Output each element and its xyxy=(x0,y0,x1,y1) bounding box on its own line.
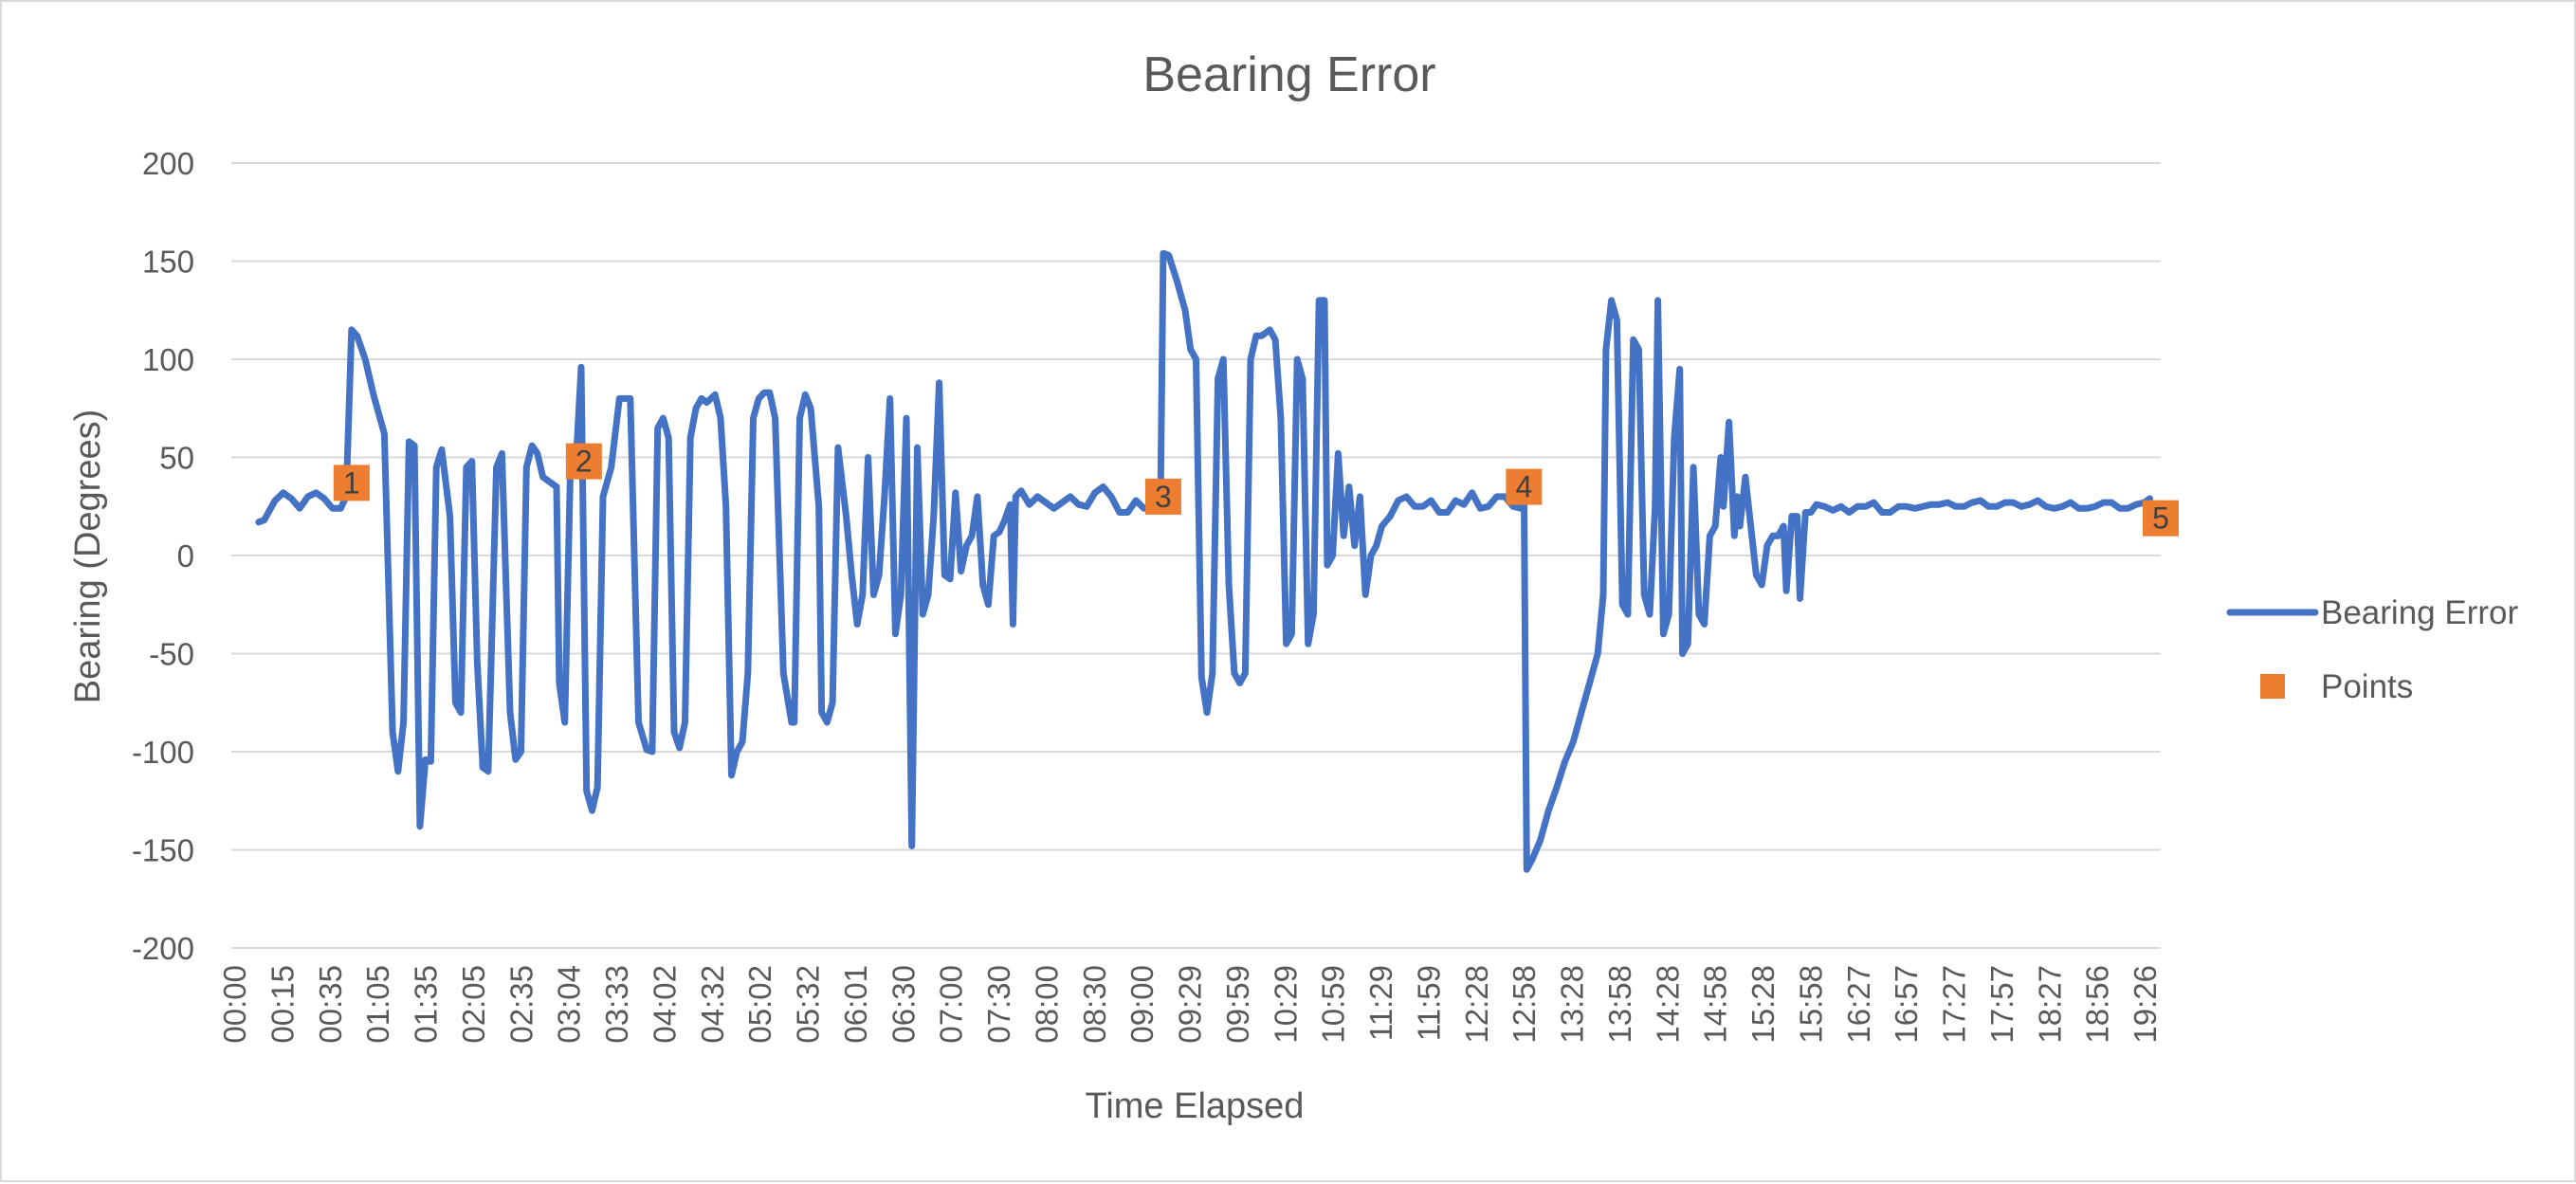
legend-label-bearing-error: Bearing Error xyxy=(2321,594,2518,631)
x-tick-label: 12:28 xyxy=(1459,965,1494,1044)
x-tick-label: 04:32 xyxy=(695,965,730,1044)
x-tick-label: 18:56 xyxy=(2080,965,2115,1044)
x-tick-label: 06:01 xyxy=(838,965,873,1044)
x-tick-label: 08:00 xyxy=(1029,965,1064,1044)
x-tick-label: 03:33 xyxy=(599,965,634,1044)
point-label: 4 xyxy=(1515,470,1532,504)
x-tick-label: 04:02 xyxy=(647,965,682,1044)
legend-label-points: Points xyxy=(2321,668,2413,705)
y-axis-title: Bearing (Degrees) xyxy=(68,410,108,703)
x-tick-label: 05:32 xyxy=(791,965,826,1044)
x-tick-label: 00:35 xyxy=(313,965,348,1044)
x-tick-label: 03:04 xyxy=(552,965,587,1044)
x-axis-ticks: 00:00 00:15 00:35 01:05 01:35 02:05 02:35 03:04… xyxy=(217,965,2163,1044)
x-tick-label: 14:28 xyxy=(1650,965,1685,1044)
y-tick-label: 100 xyxy=(142,342,194,377)
point-label: 2 xyxy=(575,445,593,479)
x-tick-label: 11:29 xyxy=(1363,965,1398,1041)
y-tick-label: -200 xyxy=(132,931,194,966)
x-tick-label: 07:30 xyxy=(981,965,1016,1044)
x-tick-label: 08:30 xyxy=(1077,965,1112,1044)
x-tick-label: 09:00 xyxy=(1124,965,1160,1044)
point-marker xyxy=(333,464,370,501)
y-axis-ticks: 200 150 100 50 0 -50 -100 -150 -200 xyxy=(132,146,194,966)
x-tick-label: 13:58 xyxy=(1602,965,1637,1044)
x-tick-label: 11:59 xyxy=(1411,965,1446,1041)
x-tick-label: 00:15 xyxy=(265,965,300,1044)
x-tick-label: 19:26 xyxy=(2128,965,2163,1044)
point-marker xyxy=(1144,478,1181,515)
gridlines xyxy=(231,162,2161,949)
x-tick-label: 17:57 xyxy=(1984,965,2019,1044)
legend: Bearing Error Points xyxy=(2226,594,2518,705)
y-tick-label: 200 xyxy=(142,146,194,181)
series-line-bearing-error xyxy=(255,249,2153,873)
x-tick-label: 01:35 xyxy=(409,965,444,1044)
y-tick-label: 50 xyxy=(159,441,194,476)
x-tick-label: 00:00 xyxy=(217,965,252,1044)
x-tick-label: 15:28 xyxy=(1745,965,1781,1044)
x-tick-label: 18:27 xyxy=(2032,965,2067,1044)
x-tick-label: 15:58 xyxy=(1793,965,1828,1044)
point-label: 3 xyxy=(1155,480,1172,514)
x-axis-title: Time Elapsed xyxy=(1086,1086,1305,1126)
y-tick-label: -50 xyxy=(149,637,194,672)
x-tick-label: 07:00 xyxy=(934,965,969,1044)
x-tick-label: 01:05 xyxy=(360,965,395,1044)
x-tick-label: 16:27 xyxy=(1841,965,1876,1044)
x-tick-label: 06:30 xyxy=(886,965,921,1044)
chart-title: Bearing Error xyxy=(1142,47,1435,102)
x-tick-label: 02:05 xyxy=(456,965,491,1044)
x-tick-label: 14:58 xyxy=(1698,965,1733,1044)
plot-area: 1 2 3 4 5 xyxy=(255,249,2179,873)
y-tick-label: -150 xyxy=(132,833,194,868)
x-tick-label: 09:59 xyxy=(1220,965,1255,1044)
y-tick-label: 0 xyxy=(177,538,194,574)
point-label: 1 xyxy=(343,465,360,500)
x-tick-label: 02:35 xyxy=(503,965,539,1044)
x-tick-label: 05:02 xyxy=(742,965,777,1044)
x-tick-label: 12:58 xyxy=(1507,965,1542,1044)
y-tick-label: 150 xyxy=(142,245,194,280)
point-marker xyxy=(2143,500,2179,537)
x-tick-label: 13:28 xyxy=(1555,965,1590,1044)
x-tick-label: 10:59 xyxy=(1316,965,1351,1044)
x-tick-label: 10:29 xyxy=(1268,965,1303,1044)
x-tick-label: 16:57 xyxy=(1889,965,1924,1044)
legend-marker-points xyxy=(2260,674,2285,699)
point-marker xyxy=(565,443,602,480)
point-marker xyxy=(1506,468,1543,505)
point-label: 5 xyxy=(2152,501,2169,536)
y-tick-label: -100 xyxy=(132,735,194,770)
x-tick-label: 09:29 xyxy=(1173,965,1208,1044)
x-tick-label: 17:27 xyxy=(1937,965,1972,1044)
